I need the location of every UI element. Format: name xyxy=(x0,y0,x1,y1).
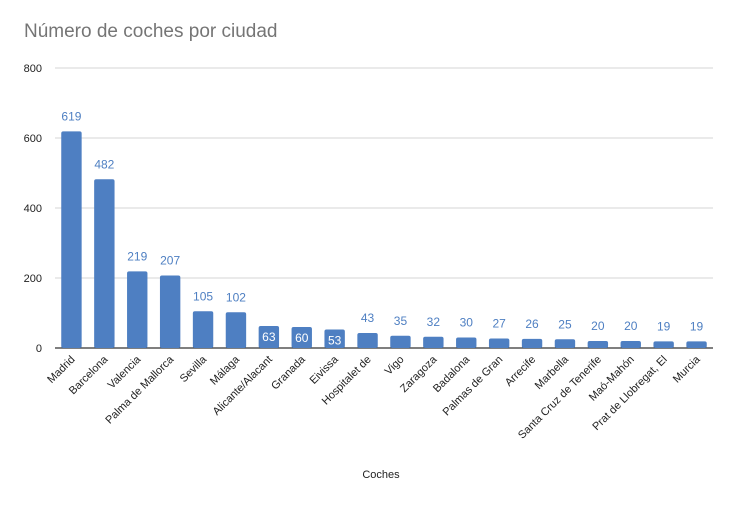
y-tick-label: 400 xyxy=(24,203,42,215)
bar xyxy=(456,337,477,348)
bar xyxy=(127,271,148,348)
bar xyxy=(225,312,247,348)
chart-title: Número de coches por ciudad xyxy=(24,21,278,42)
bar xyxy=(653,341,674,348)
x-tick-label: Murcia xyxy=(671,353,703,385)
data-label: 207 xyxy=(160,254,180,268)
bar xyxy=(94,179,115,348)
data-label: 35 xyxy=(394,314,408,328)
bar xyxy=(554,339,576,348)
bar xyxy=(324,329,345,348)
bar xyxy=(620,341,641,348)
data-label: 20 xyxy=(624,319,638,333)
bar xyxy=(423,336,444,348)
bar xyxy=(291,327,312,348)
data-label: 219 xyxy=(127,249,147,263)
bar xyxy=(192,311,214,348)
data-label: 19 xyxy=(657,319,671,333)
data-label: 20 xyxy=(591,319,605,333)
gridlines xyxy=(55,67,713,349)
y-tick-label: 200 xyxy=(24,273,42,285)
x-axis-title: Coches xyxy=(362,469,400,481)
data-label: 43 xyxy=(361,311,375,325)
data-labels: 619 482 219 207 105 102 63 60 53 43 35 32 30 27 26 25 20… xyxy=(61,109,703,347)
x-tick-label: Granada xyxy=(269,353,308,392)
data-label: 27 xyxy=(492,317,506,331)
y-axis-ticks: 0 200 400 600 800 xyxy=(24,63,42,355)
bar xyxy=(159,275,181,348)
data-label: 26 xyxy=(525,317,539,331)
bar xyxy=(521,338,543,348)
data-label: 63 xyxy=(262,330,276,344)
data-label: 30 xyxy=(460,316,474,330)
bar xyxy=(587,341,609,348)
bar xyxy=(390,335,411,348)
bars xyxy=(61,131,707,348)
data-label: 19 xyxy=(690,319,704,333)
bar xyxy=(61,131,82,348)
y-tick-label: 800 xyxy=(24,63,42,75)
y-tick-label: 600 xyxy=(24,133,42,145)
data-label: 102 xyxy=(226,290,246,304)
x-tick-label: Alicante/Alacant xyxy=(211,354,275,418)
data-label: 32 xyxy=(427,315,441,329)
x-tick-label: Vigo xyxy=(383,354,407,378)
data-label: 105 xyxy=(193,289,213,303)
bar xyxy=(686,341,707,348)
data-label: 619 xyxy=(61,109,81,123)
data-label: 25 xyxy=(558,317,572,331)
x-tick-label: Madrid xyxy=(45,354,77,386)
bar xyxy=(258,325,280,348)
data-label: 60 xyxy=(295,331,309,345)
x-tick-label: Palmas de Gran xyxy=(441,354,506,419)
data-label: 53 xyxy=(328,333,342,347)
data-label: 482 xyxy=(94,157,114,171)
y-tick-label: 0 xyxy=(36,343,42,355)
x-tick-label: Sevilla xyxy=(178,353,210,385)
bar xyxy=(488,338,510,348)
bar xyxy=(357,332,378,348)
